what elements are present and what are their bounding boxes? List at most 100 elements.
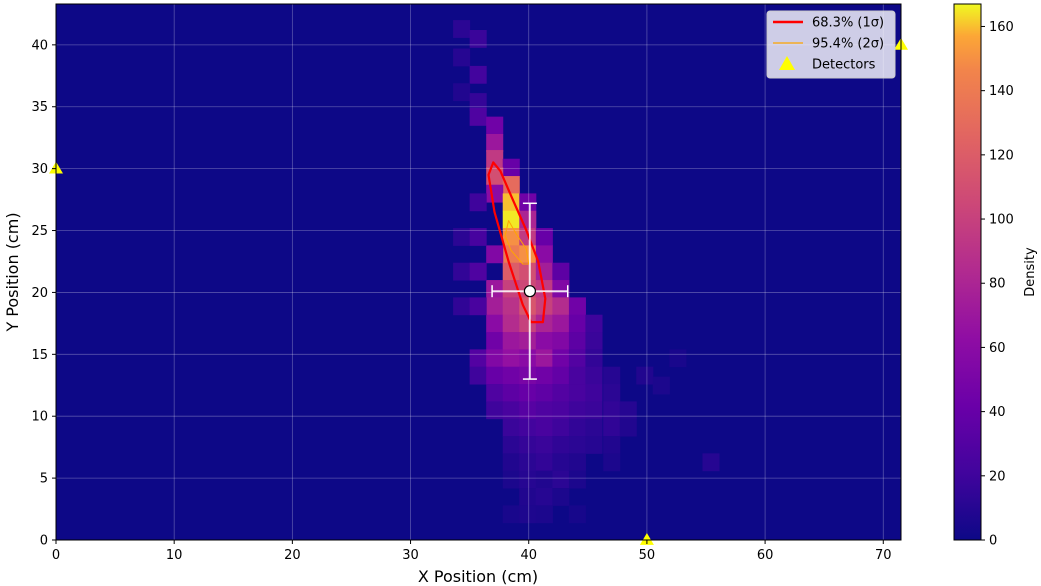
colorbar-tick-label: 80 [989, 277, 1006, 292]
x-tick-label: 0 [52, 548, 60, 563]
heatmap-cell [603, 418, 621, 437]
heatmap-cell [669, 349, 687, 368]
heatmap-cell [535, 349, 553, 368]
x-tick-label: 30 [402, 548, 419, 563]
heatmap-cell [585, 401, 603, 420]
heatmap-cell [535, 418, 553, 437]
heatmap-cell [552, 436, 570, 454]
legend-label: Detectors [812, 58, 876, 73]
heatmap-cell [469, 366, 487, 385]
heatmap-cell [502, 366, 520, 385]
heatmap-cell [535, 488, 553, 506]
heatmap-cell [568, 314, 586, 333]
plot-frame [55, 3, 902, 541]
heatmap-cell [552, 488, 570, 506]
heatmap-cell [652, 376, 670, 395]
heatmap-cell [585, 332, 603, 350]
heatmap-cell [486, 245, 504, 264]
heatmap-cell [552, 280, 570, 298]
heatmap-cell [519, 488, 537, 506]
heatmap-cell [568, 453, 586, 472]
heatmap-cell [519, 418, 537, 437]
colorbar-label: Density [1023, 247, 1038, 297]
heatmap-cell [535, 401, 553, 420]
heatmap-cell [469, 262, 487, 281]
heatmap-cell [453, 48, 471, 67]
heatmap-cell [603, 453, 621, 472]
heatmap-cell [486, 314, 504, 333]
y-tick-label: 30 [31, 162, 48, 177]
colorbar-tick-label: 160 [989, 20, 1014, 35]
heatmap-cell [568, 401, 586, 420]
heatmap-cell [603, 401, 621, 420]
heatmap-cell [502, 418, 520, 437]
heatmap-cell [585, 384, 603, 402]
heatmap-cell [486, 349, 504, 368]
heatmap-cell [502, 314, 520, 333]
heatmap-cell [535, 453, 553, 472]
heatmap-cell [502, 436, 520, 454]
heatmap-cell [552, 262, 570, 281]
heatmap-cell [535, 436, 553, 454]
heatmap-cell [519, 332, 537, 350]
heatmap-cell [519, 366, 537, 385]
detector-marker [639, 533, 654, 545]
heatmap-cell [486, 133, 504, 152]
confidence-contours [487, 161, 547, 324]
heatmap-cell [552, 470, 570, 489]
colorbar-tick-label: 20 [989, 469, 1006, 484]
heatmap-cell [568, 349, 586, 368]
heatmap-cell [519, 505, 537, 524]
heatmap-cell [519, 245, 537, 264]
contour-1-sigma [487, 161, 547, 324]
estimate-point [523, 285, 537, 298]
heatmap-cell [502, 453, 520, 472]
x-tick-label: 10 [166, 548, 183, 563]
heatmap-cell [535, 505, 553, 524]
colorbar-tick-label: 0 [989, 534, 997, 549]
heatmap-cell [502, 158, 520, 177]
heatmap-cell [469, 297, 487, 316]
heatmap-cell [568, 470, 586, 489]
heatmap-cell [469, 29, 487, 48]
heatmap-cell [568, 505, 586, 524]
heatmap-cell [486, 384, 504, 402]
heatmap-cell [585, 418, 603, 437]
heatmap-cell [535, 228, 553, 246]
heatmap-cell [535, 470, 553, 489]
heatmap-cell [702, 453, 720, 472]
heatmap-cell [568, 418, 586, 437]
heatmap-cell [552, 332, 570, 350]
heatmap-cell [453, 228, 471, 246]
heatmap-cell [486, 150, 504, 168]
heatmap-cell [552, 418, 570, 437]
heatmap-cell [519, 436, 537, 454]
x-axis-ticks: 0 10 20 30 40 50 60 70 [52, 540, 892, 563]
heatmap-cell [568, 436, 586, 454]
heatmap-cell [502, 297, 520, 316]
colorbar-tick-label: 120 [989, 148, 1014, 163]
heatmap-cell [486, 366, 504, 385]
heatmap-cell [502, 384, 520, 402]
y-tick-label: 25 [31, 224, 48, 239]
x-axis-label: X Position (cm) [418, 567, 538, 586]
colorbar-tick-label: 100 [989, 213, 1014, 228]
colorbar [953, 3, 982, 541]
heatmap-cell [519, 384, 537, 402]
heatmap-cell [552, 314, 570, 333]
heatmap-cell [453, 297, 471, 316]
heatmap-cell [469, 65, 487, 84]
heatmap-cell [519, 297, 537, 316]
heatmap-cell [502, 176, 520, 194]
colorbar-tick-label: 60 [989, 341, 1006, 356]
heatmap-cell [486, 401, 504, 420]
heatmap-cell [619, 401, 637, 420]
heatmap-cell [469, 193, 487, 212]
heatmap-cell [585, 314, 603, 333]
heatmap-cell [535, 245, 553, 264]
heatmap-cell [568, 384, 586, 402]
heatmap-cell [453, 262, 471, 281]
heatmap-cell [453, 20, 471, 38]
colorbar-tick-label: 140 [989, 84, 1014, 99]
heatmap-cell [519, 193, 537, 212]
